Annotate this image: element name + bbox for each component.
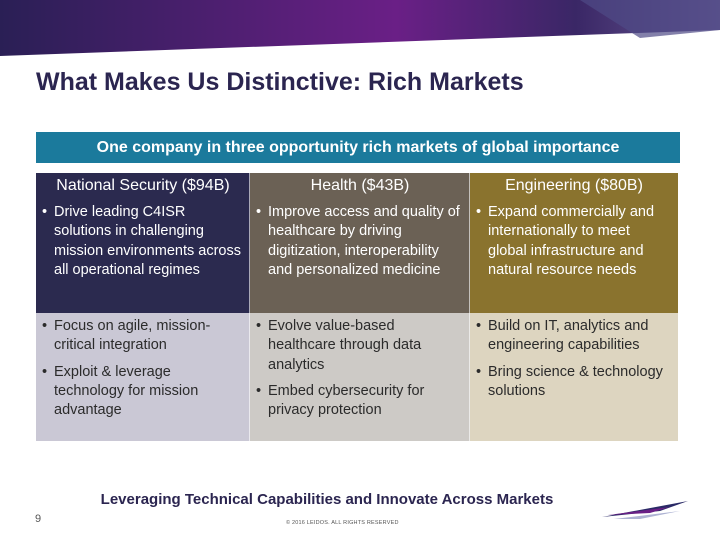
health-bottom-cell: Evolve value-based healthcare through da… xyxy=(250,313,470,441)
health-top-cell: Improve access and quality of healthcare… xyxy=(250,199,470,313)
column-divider xyxy=(249,173,250,441)
copyright-notice: © 2016 LEIDOS. ALL RIGHTS RESERVED xyxy=(286,520,399,526)
subtitle-text: One company in three opportunity rich ma… xyxy=(96,138,620,156)
list-item: Embed cybersecurity for privacy protecti… xyxy=(254,382,462,421)
list-item: Expand commercially and internationally … xyxy=(474,203,670,280)
leidos-swoosh-logo xyxy=(602,501,688,519)
engineering-top-cell: Expand commercially and internationally … xyxy=(470,199,678,313)
column-divider xyxy=(469,173,470,441)
slide-title: What Makes Us Distinctive: Rich Markets xyxy=(36,68,524,96)
list-item: Bring science & technology solutions xyxy=(474,363,670,402)
column-header-health: Health ($43B) xyxy=(250,173,470,199)
column-header-national-security: National Security ($94B) xyxy=(36,173,250,199)
top-banner xyxy=(0,0,720,56)
list-item: Evolve value-based healthcare through da… xyxy=(254,317,462,375)
column-header-label: National Security ($94B) xyxy=(56,177,230,194)
column-header-engineering: Engineering ($80B) xyxy=(470,173,678,199)
list-item: Build on IT, analytics and engineering c… xyxy=(474,317,670,356)
national-security-bottom-cell: Focus on agile, mission-critical integra… xyxy=(36,313,250,441)
column-header-label: Engineering ($80B) xyxy=(505,177,643,194)
national-security-top-cell: Drive leading C4ISR solutions in challen… xyxy=(36,199,250,313)
page-number: 9 xyxy=(35,513,42,525)
footer-tagline: Leveraging Technical Capabilities and In… xyxy=(100,491,554,508)
subtitle-banner: One company in three opportunity rich ma… xyxy=(36,132,680,163)
list-item: Focus on agile, mission-critical integra… xyxy=(40,317,242,356)
list-item: Exploit & leverage technology for missio… xyxy=(40,363,242,421)
list-item: Improve access and quality of healthcare… xyxy=(254,203,462,280)
column-header-label: Health ($43B) xyxy=(310,177,410,194)
list-item: Drive leading C4ISR solutions in challen… xyxy=(40,203,242,280)
engineering-bottom-cell: Build on IT, analytics and engineering c… xyxy=(470,313,678,441)
